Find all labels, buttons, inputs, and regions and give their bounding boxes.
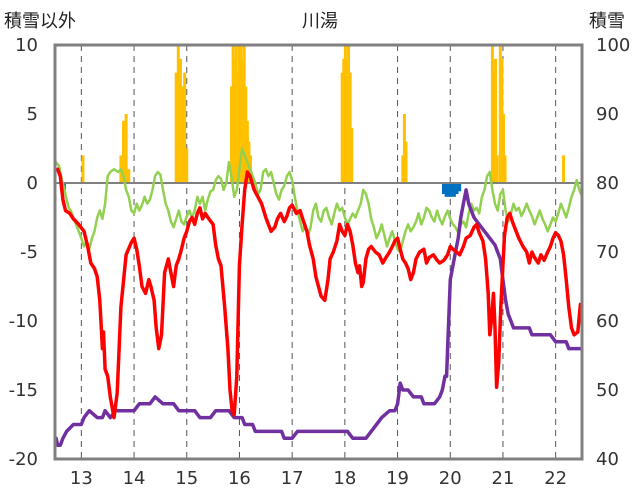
bars [59, 45, 566, 197]
orange-bar-15 [236, 72, 240, 183]
green-series-line [54, 147, 583, 254]
blue-bar-6 [455, 183, 462, 192]
orange-bar-22 [247, 141, 251, 183]
orange-bar-31 [401, 155, 405, 183]
orange-bar-10 [185, 148, 189, 183]
orange-bar-9 [183, 72, 187, 183]
orange-bar-36 [494, 58, 498, 183]
orange-bar-16 [237, 45, 241, 183]
y-left-tick-0: 0 [27, 173, 38, 194]
orange-bar-24 [340, 72, 344, 183]
y-left-tick--10: -10 [9, 311, 38, 332]
orange-bar-38 [498, 45, 502, 183]
chart-title: 川湯 [302, 11, 338, 32]
orange-bar-20 [244, 86, 248, 183]
y-right-tick-70: 70 [596, 242, 619, 263]
y-left-tick-10: 10 [15, 35, 38, 56]
y-right-tick-90: 90 [596, 104, 619, 125]
y-right-tick-40: 40 [596, 449, 619, 470]
orange-bar-37 [495, 155, 499, 183]
x-ticks: 13 14 15 16 17 18 19 20 21 22 [70, 468, 567, 489]
orange-bar-4 [127, 169, 131, 183]
x-tick-19: 19 [386, 468, 409, 489]
orange-bar-25 [342, 58, 346, 183]
orange-bar-26 [343, 45, 347, 183]
x-tick-18: 18 [333, 468, 356, 489]
orange-bar-33 [404, 141, 408, 183]
y-right-tick-100: 100 [596, 35, 630, 56]
y-right-axis-label: 積雪 [589, 11, 625, 32]
x-tick-22: 22 [544, 468, 567, 489]
orange-bar-21 [245, 120, 249, 183]
orange-bar-30 [350, 127, 354, 183]
orange-bar-13 [233, 58, 237, 183]
orange-bar-42 [562, 155, 566, 183]
y-right-tick-80: 80 [596, 173, 619, 194]
orange-bar-7 [178, 58, 182, 183]
x-tick-17: 17 [281, 468, 304, 489]
y-right-tick-50: 50 [596, 380, 619, 401]
x-tick-14: 14 [123, 468, 146, 489]
x-tick-16: 16 [228, 468, 251, 489]
series-lines [54, 147, 583, 447]
orange-bar-39 [500, 58, 504, 183]
orange-bar-27 [345, 58, 349, 183]
orange-bar-41 [503, 155, 507, 183]
y-left-tick--15: -15 [9, 380, 38, 401]
orange-bar-11 [230, 86, 234, 183]
orange-bar-8 [181, 86, 185, 183]
purple-series-line-0 [54, 374, 447, 447]
orange-bar-12 [231, 45, 235, 183]
orange-bar-5 [174, 72, 178, 183]
orange-bar-35 [492, 72, 496, 183]
orange-bar-32 [402, 114, 406, 183]
x-tick-13: 13 [70, 468, 93, 489]
plot-border [53, 43, 584, 461]
orange-bar-14 [234, 45, 238, 183]
orange-bar-19 [242, 45, 246, 183]
orange-bar-29 [348, 72, 352, 183]
orange-bar-28 [347, 45, 351, 183]
y-left-axis-label: 積雪以外 [4, 11, 76, 32]
x-tick-21: 21 [491, 468, 514, 489]
orange-bar-34 [490, 45, 494, 183]
y-left-tick--5: -5 [20, 242, 38, 263]
y-right-ticks: 40 50 60 70 80 90 100 [596, 35, 630, 470]
orange-bar-18 [241, 58, 245, 183]
orange-bar-40 [501, 114, 505, 183]
orange-bar-0 [81, 155, 85, 183]
y-left-ticks: -20 -15 -10 -5 0 5 10 [9, 35, 38, 470]
y-left-tick--20: -20 [9, 449, 38, 470]
y-left-tick-5: 5 [27, 104, 38, 125]
red-series-line [55, 167, 583, 420]
purple-series-line-1 [444, 188, 583, 378]
x-tick-20: 20 [439, 468, 462, 489]
orange-bar-17 [239, 45, 243, 183]
x-tick-15: 15 [175, 468, 198, 489]
orange-bar-2 [122, 120, 126, 183]
plot-frame [53, 43, 584, 461]
orange-bar-6 [176, 45, 180, 183]
y-right-tick-60: 60 [596, 311, 619, 332]
orange-bar-3 [124, 114, 128, 183]
